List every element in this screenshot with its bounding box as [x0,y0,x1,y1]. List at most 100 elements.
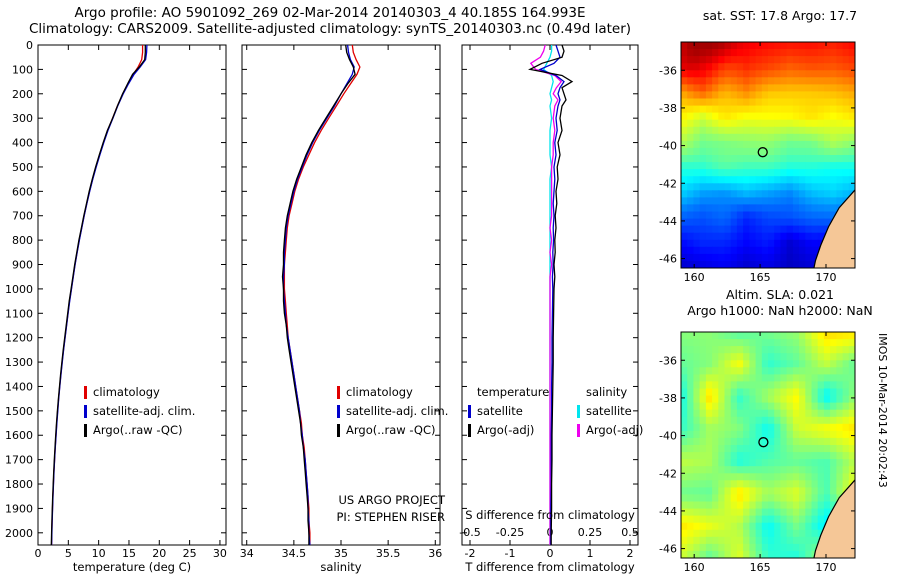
legend-salinity-column: salinity satellite Argo(-adj) [576,383,644,440]
svg-text:34: 34 [240,547,254,560]
svg-text:1800: 1800 [5,478,33,491]
svg-text:-38: -38 [659,392,677,405]
magenta-line-swatch [576,424,580,437]
legend-label: Argo(..raw -QC) [93,423,183,437]
svg-text:-44: -44 [659,215,677,228]
svg-text:600: 600 [12,185,33,198]
xlabel-temperature: temperature (deg C) [72,560,192,574]
project-credit: US ARGO PROJECT PI: STEPHEN RISER [280,492,446,526]
project-line1: US ARGO PROJECT [338,493,445,507]
svg-text:165: 165 [750,561,771,574]
svg-text:35: 35 [334,547,348,560]
argo-position-marker [757,147,768,158]
difference-profile-panel: -2 -1 0 1 2-0.5 -0.25 0 0.25 0.5 [459,44,639,560]
svg-text:-46: -46 [659,543,677,556]
legend-temperature-panel: climatology satellite-adj. clim. Argo(..… [84,383,195,440]
legend-label: climatology [93,385,160,399]
land-polygon [813,479,855,558]
legend-item: satellite-adj. clim. [337,402,448,421]
svg-text:160: 160 [684,561,705,574]
svg-text:0: 0 [35,547,42,560]
series-temperature-argo-adj- [528,44,574,545]
legend-salinity-panel: climatology satellite-adj. clim. Argo(..… [337,383,448,440]
svg-text:35.5: 35.5 [376,547,401,560]
svg-text:165: 165 [750,271,771,284]
svg-text:15: 15 [122,547,136,560]
series-temperature-satellite [538,44,565,545]
legend-label: satellite [477,404,523,418]
xlabel-s-difference: S difference from climatology [465,508,635,522]
satellite-line-swatch [337,405,340,418]
legend-label: satellite-adj. clim. [346,404,449,418]
svg-text:1600: 1600 [5,429,33,442]
legend-item: Argo(..raw -QC) [337,421,448,440]
svg-text:160: 160 [684,271,705,284]
sst-map-title: sat. SST: 17.8 Argo: 17.7 [702,8,858,23]
svg-text:-38: -38 [659,102,677,115]
climatology-line-swatch [84,386,87,399]
svg-text:2: 2 [627,547,634,560]
satellite-line-swatch [468,405,471,418]
svg-text:1100: 1100 [5,307,33,320]
figure-title-line2: Climatology: CARS2009. Satellite-adjuste… [28,21,632,37]
sla-map: -36 -38 -40 -42 -44 -46 160 165 170 [659,331,856,574]
svg-text:-40: -40 [659,140,677,153]
sla-map-title-line2: Argo h1000: NaN h2000: NaN [687,303,873,318]
svg-text:-42: -42 [659,467,677,480]
series-climatology [283,44,361,545]
svg-text:1500: 1500 [5,405,33,418]
map-frame [680,41,856,269]
svg-text:1: 1 [587,547,594,560]
argo-position-marker [758,437,769,448]
series-satellite-adj-clim- [282,44,355,546]
svg-text:0.5: 0.5 [621,526,639,539]
legend-label: Argo(-adj) [585,423,644,437]
legend-label: Argo(..raw -QC) [346,423,436,437]
cyan-line-swatch [576,405,580,418]
legend-item: Argo(..raw -QC) [84,421,195,440]
svg-text:1300: 1300 [5,356,33,369]
svg-text:0: 0 [26,39,33,52]
svg-text:-42: -42 [659,177,677,190]
legend-item: satellite [576,402,643,421]
svg-text:2000: 2000 [5,527,33,540]
svg-text:5: 5 [65,547,72,560]
legend-label: satellite-adj. clim. [93,404,196,418]
argo-line-swatch [468,424,471,437]
project-line2: PI: STEPHEN RISER [336,510,446,524]
svg-text:25: 25 [183,547,197,560]
legend-column-header: temperature [477,385,550,399]
series-satellite-adj-clim- [50,44,148,546]
argo-line-swatch [84,424,87,437]
legend-item: climatology [84,383,195,402]
legend-label: climatology [346,385,413,399]
xlabel-t-difference: T difference from climatology [465,560,635,574]
svg-text:1000: 1000 [5,283,33,296]
series-argo-raw-qc- [50,45,146,546]
legend-label: Argo(-adj) [477,423,535,437]
satellite-line-swatch [84,405,87,418]
svg-text:36: 36 [428,547,442,560]
svg-text:-36: -36 [659,354,677,367]
svg-text:400: 400 [12,137,33,150]
svg-text:-1: -1 [505,547,516,560]
svg-text:300: 300 [12,112,33,125]
svg-text:-0.25: -0.25 [496,526,524,539]
svg-text:200: 200 [12,88,33,101]
argo-line-swatch [337,424,340,437]
legend-item: Argo(-adj) [468,421,549,440]
legend-item: Argo(-adj) [576,421,644,440]
svg-text:1700: 1700 [5,454,33,467]
svg-text:0.25: 0.25 [578,526,603,539]
svg-text:1400: 1400 [5,380,33,393]
legend-item: satellite-adj. clim. [84,402,195,421]
svg-text:-2: -2 [465,547,476,560]
legend-temperature-column: temperature satellite Argo(-adj) [468,383,549,440]
series-climatology [50,45,144,546]
svg-text:-36: -36 [659,64,677,77]
svg-text:900: 900 [12,259,33,272]
legend-column-header: salinity [585,385,628,399]
svg-text:1200: 1200 [5,332,33,345]
